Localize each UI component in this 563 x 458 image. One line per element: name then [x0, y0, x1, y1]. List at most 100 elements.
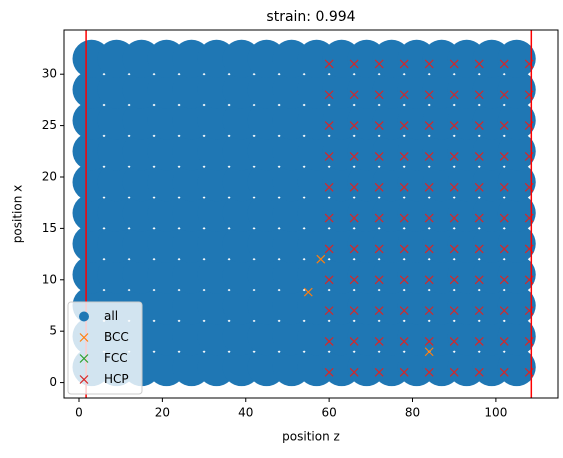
point [349, 121, 359, 131]
axes-frame [63, 29, 559, 399]
point [399, 90, 409, 100]
point [497, 317, 536, 356]
legend-marker [79, 311, 89, 322]
point [449, 121, 459, 131]
y-tick-label: 5 [49, 324, 57, 338]
point [449, 213, 459, 223]
y-tick-label: 25 [42, 118, 57, 132]
point [497, 70, 536, 109]
x-tick-label: 60 [321, 406, 336, 420]
point [324, 152, 334, 161]
point [497, 286, 536, 325]
point [474, 121, 484, 131]
point [324, 90, 334, 100]
point [474, 244, 484, 254]
point [374, 244, 384, 254]
point [449, 275, 459, 285]
point [474, 182, 484, 192]
legend-label: FCC [104, 351, 128, 365]
legend-marker [79, 354, 89, 363]
point [374, 275, 384, 285]
point [497, 39, 536, 78]
point [499, 152, 509, 161]
point [349, 182, 359, 192]
legend-label: all [104, 309, 118, 323]
y-tick-label: 30 [42, 67, 57, 81]
point [449, 244, 459, 254]
point [399, 306, 409, 316]
point [399, 152, 409, 161]
point [474, 152, 484, 161]
point [474, 90, 484, 100]
point [499, 213, 509, 223]
point [399, 182, 409, 192]
point [499, 90, 509, 100]
point [497, 101, 536, 140]
point [374, 90, 384, 100]
point [324, 306, 334, 316]
point [324, 121, 334, 131]
point [497, 132, 536, 171]
point [399, 337, 409, 346]
legend-marker [79, 333, 89, 342]
point [499, 182, 509, 192]
point [324, 213, 334, 223]
point [474, 306, 484, 316]
point [474, 59, 484, 69]
point [374, 59, 384, 69]
point [399, 121, 409, 131]
point [497, 255, 536, 294]
x-tick-label: 40 [238, 406, 253, 420]
point [499, 337, 509, 346]
point [424, 244, 434, 254]
point [499, 244, 509, 254]
point [374, 306, 384, 316]
point [374, 152, 384, 161]
point [497, 348, 536, 387]
point [399, 59, 409, 69]
point [497, 224, 536, 263]
point [349, 59, 359, 69]
point [324, 337, 334, 346]
point [424, 347, 434, 357]
point [499, 306, 509, 316]
point [424, 213, 434, 223]
point [474, 367, 484, 377]
point [349, 275, 359, 285]
legend-label: BCC [104, 330, 129, 344]
point [349, 90, 359, 100]
point [424, 90, 434, 100]
legend-label: HCP [104, 372, 129, 386]
point [374, 121, 384, 131]
y-tick-label: 20 [42, 169, 57, 183]
point [499, 121, 509, 131]
point [349, 213, 359, 223]
point [424, 306, 434, 316]
point [303, 287, 313, 297]
point [374, 337, 384, 346]
point [449, 90, 459, 100]
point [349, 337, 359, 346]
point [424, 152, 434, 161]
y-tick-label: 0 [49, 375, 57, 389]
point [399, 213, 409, 223]
point [449, 152, 459, 161]
point [499, 59, 509, 69]
x-tick-label: 80 [405, 406, 420, 420]
point [349, 306, 359, 316]
x-axis-label: position z [282, 430, 340, 444]
point [474, 337, 484, 346]
point [424, 182, 434, 192]
legend-marker [79, 375, 89, 384]
point [449, 337, 459, 346]
point [449, 182, 459, 192]
legend-box [67, 301, 143, 395]
x-tick-label: 20 [155, 406, 170, 420]
chart-title: strain: 0.994 [266, 9, 355, 25]
point [424, 121, 434, 131]
point [324, 182, 334, 192]
y-tick-label: 10 [42, 272, 57, 286]
point [399, 275, 409, 285]
point [497, 163, 536, 202]
